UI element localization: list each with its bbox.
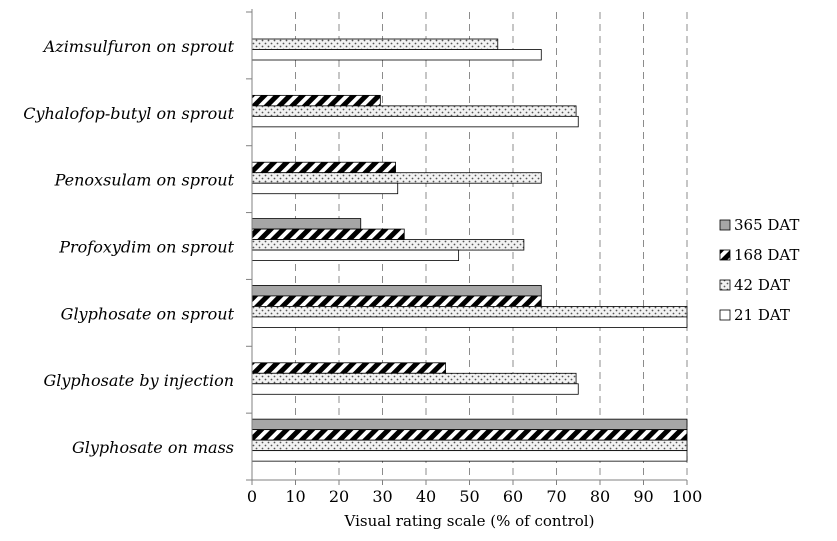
category-label: Glyphosate on mass	[72, 438, 234, 457]
x-axis-title: Visual rating scale (% of control)	[344, 512, 595, 530]
category-label: Azimsulfuron on sprout	[42, 37, 235, 56]
bar-21-dat-cat-5	[251, 383, 579, 395]
bar-168-dat-cat-6	[251, 429, 688, 441]
x-tick-label: 90	[633, 487, 653, 506]
bar-365-dat-cat-4	[251, 285, 542, 297]
x-tick-label: 100	[672, 487, 703, 506]
bar-42-dat-cat-4	[251, 306, 688, 318]
bar-21-dat-cat-0	[251, 49, 542, 61]
category-label: Glyphosate by injection	[43, 371, 234, 390]
bar-21-dat-cat-1	[251, 115, 579, 128]
bar-42-dat-cat-5	[251, 372, 577, 385]
legend-swatch-21-dat	[719, 309, 731, 321]
category-label: Penoxsulam on sprout	[54, 171, 235, 190]
category-label: Glyphosate on sprout	[61, 304, 235, 323]
bar-42-dat-cat-3	[251, 239, 525, 251]
legend: 365 DAT 168 DAT 42 DAT 21 DAT	[719, 216, 799, 324]
legend-label: 21 DAT	[734, 306, 790, 324]
legend-swatch-365-dat	[719, 219, 731, 231]
bar-168-dat-cat-3	[251, 228, 405, 240]
bar-42-dat-cat-0	[251, 38, 499, 50]
x-tick-label: 60	[503, 487, 523, 506]
x-tick-label: 50	[459, 487, 479, 506]
bar-365-dat-cat-6	[251, 418, 688, 431]
bar-21-dat-cat-2	[251, 182, 399, 195]
x-tick-label: 10	[285, 487, 305, 506]
x-tick-label: 40	[416, 487, 436, 506]
bars	[251, 38, 688, 462]
bar-42-dat-cat-1	[251, 105, 577, 117]
legend-label: 365 DAT	[734, 216, 799, 234]
x-tick-label: 30	[372, 487, 392, 506]
bar-168-dat-cat-1	[251, 94, 381, 107]
category-label: Profoxydim on sprout	[58, 238, 234, 257]
bar-21-dat-cat-6	[251, 450, 688, 462]
category-label: Cyhalofop-butyl on sprout	[23, 104, 234, 123]
x-tick-labels: 0 10 20 30 40 50 60 70 80 90 100	[247, 487, 702, 506]
bar-21-dat-cat-4	[251, 316, 688, 328]
x-tick-label: 80	[590, 487, 610, 506]
legend-label: 168 DAT	[734, 246, 799, 264]
category-labels: Azimsulfuron on sprout Cyhalofop-butyl on…	[23, 37, 234, 457]
bar-365-dat-cat-3	[251, 218, 362, 230]
bar-42-dat-cat-2	[251, 172, 542, 184]
axes	[246, 9, 688, 485]
x-tick-label: 20	[329, 487, 349, 506]
legend-swatch-168-dat	[719, 249, 731, 261]
x-tick-label: 0	[247, 487, 257, 506]
bar-168-dat-cat-2	[251, 161, 396, 174]
bar-168-dat-cat-5	[251, 362, 446, 374]
legend-swatch-42-dat	[719, 279, 731, 291]
bar-168-dat-cat-4	[251, 295, 542, 307]
x-tick-label: 70	[546, 487, 566, 506]
bar-21-dat-cat-3	[251, 249, 460, 261]
bar-42-dat-cat-6	[251, 439, 688, 452]
legend-label: 42 DAT	[734, 276, 790, 294]
